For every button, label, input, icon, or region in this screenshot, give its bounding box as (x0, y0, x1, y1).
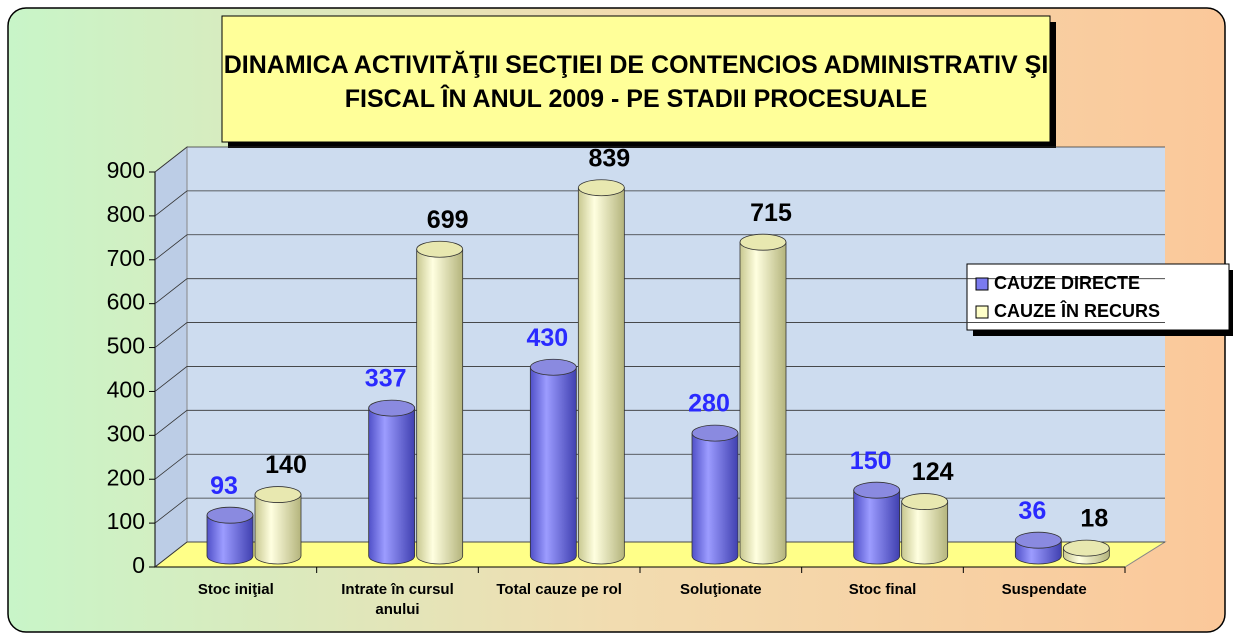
bar-top (1014, 531, 1062, 549)
bar (529, 366, 577, 565)
bar (739, 241, 787, 565)
grid-line (154, 146, 1165, 173)
bar-top (254, 486, 302, 503)
data-label: 699 (427, 206, 469, 234)
data-label: 430 (526, 324, 568, 352)
x-tick-label: Total cauze pe rol (496, 581, 622, 598)
data-label: 337 (365, 365, 407, 393)
bar-top (416, 240, 464, 258)
grid-line (154, 190, 1165, 217)
chart-title: DINAMICA ACTIVITĂŢII SECŢIEI DE CONTENCI… (223, 51, 1049, 113)
bar-top (206, 506, 254, 524)
x-tick-label: Suspendate (1001, 581, 1087, 598)
x-tick-label: Intrate în cursul anului (341, 581, 454, 618)
grid-line (154, 234, 1165, 261)
bar-top (1062, 539, 1110, 557)
data-label: 140 (265, 451, 307, 479)
y-tick-label: 200 (107, 464, 145, 490)
data-label: 150 (850, 447, 892, 475)
grid-line (154, 322, 1165, 348)
bar (691, 432, 739, 565)
floor (153, 541, 1167, 568)
data-label: 93 (210, 472, 238, 500)
data-label: 18 (1080, 505, 1108, 533)
bar-top (853, 481, 901, 499)
data-label: 124 (912, 458, 954, 486)
grid-line (154, 409, 1165, 436)
data-label: 839 (588, 144, 630, 172)
y-tick-label: 500 (107, 333, 145, 359)
x-tick-label: Stoc iniţial (197, 581, 274, 598)
data-label: 715 (750, 199, 792, 227)
y-tick-label: 700 (107, 245, 145, 271)
y-tick-label: 0 (132, 552, 145, 578)
y-tick-label: 800 (107, 201, 145, 227)
grid-line (154, 278, 1165, 304)
bar-top (691, 424, 739, 442)
bar (368, 407, 416, 565)
y-tick-label: 100 (107, 508, 145, 534)
grid-line (154, 541, 1165, 568)
legend-label: CAUZE ÎN RECURS (994, 300, 1160, 321)
bar (416, 248, 464, 565)
grid-line (154, 497, 1165, 524)
bar-top (529, 358, 577, 376)
x-tick-label: Stoc final (848, 581, 917, 598)
grid-line (154, 366, 1165, 392)
bar-top (577, 179, 625, 197)
bar (577, 187, 625, 565)
y-tick-label: 900 (107, 157, 145, 183)
bar (901, 501, 949, 565)
x-tick-label: Soluţionate (679, 581, 762, 598)
legend-label: CAUZE DIRECTE (994, 273, 1140, 293)
data-label: 280 (688, 390, 730, 418)
bar (254, 494, 302, 565)
y-tick-label: 300 (107, 420, 145, 446)
bar (853, 489, 901, 565)
bar-top (739, 233, 787, 251)
legend-swatch (975, 277, 989, 291)
legend-box (966, 263, 1230, 331)
y-tick-label: 600 (107, 289, 145, 315)
side-wall (154, 145, 188, 569)
bar-top (901, 493, 949, 510)
bar (206, 514, 254, 565)
legend-swatch (975, 305, 989, 319)
grid-line (154, 453, 1165, 480)
data-label: 36 (1018, 497, 1046, 525)
y-tick-label: 400 (107, 377, 145, 403)
title-box (221, 15, 1051, 143)
bar-top (368, 399, 416, 417)
back-wall (187, 147, 1165, 542)
